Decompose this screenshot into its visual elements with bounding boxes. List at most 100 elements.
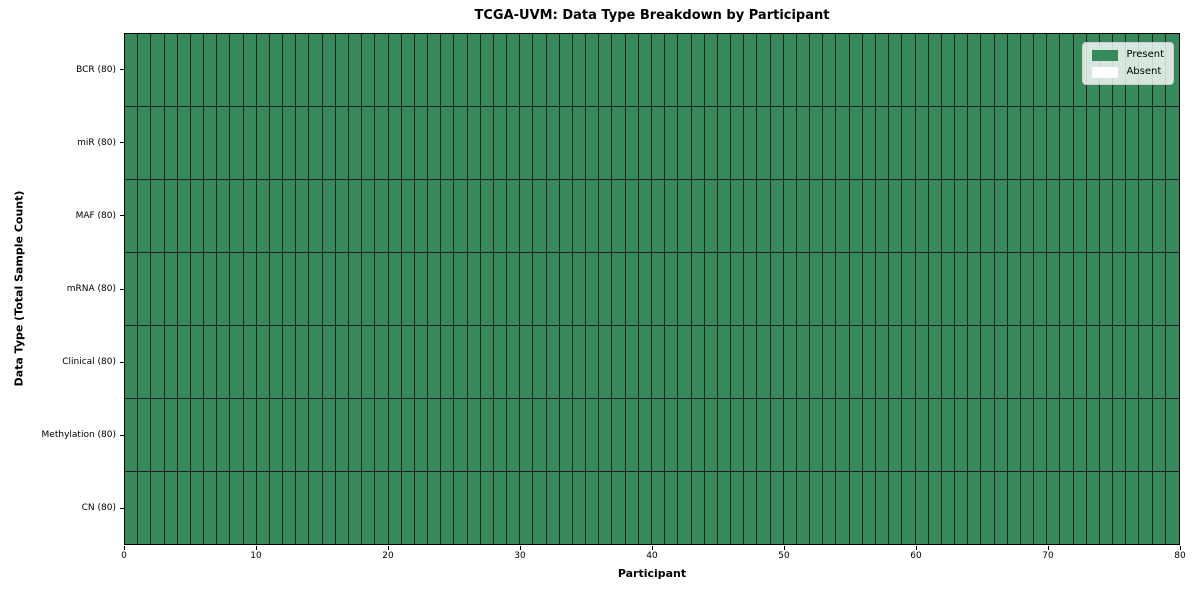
heatmap-cell (546, 399, 560, 471)
legend-label-absent: Absent (1126, 66, 1162, 77)
x-tick-mark (652, 546, 653, 550)
legend-item-present: Present (1092, 49, 1164, 61)
heatmap-cell (230, 34, 244, 106)
heatmap-cell (994, 326, 1008, 398)
heatmap-cell (652, 472, 666, 544)
heatmap-cell (309, 107, 323, 179)
heatmap-cell (810, 34, 824, 106)
heatmap-cell (823, 472, 837, 544)
heatmap-cell (164, 399, 178, 471)
heatmap-row (125, 34, 1179, 107)
heatmap-cell (1126, 326, 1140, 398)
y-tick-label: miR (80) (77, 137, 116, 148)
heatmap-cell (1034, 34, 1048, 106)
x-tick-mark (916, 546, 917, 550)
heatmap-cell (783, 472, 797, 544)
heatmap-row (125, 180, 1179, 253)
heatmap-cell (889, 326, 903, 398)
heatmap-cell (204, 253, 218, 325)
heatmap-cell (1099, 180, 1114, 252)
heatmap-cell (138, 399, 152, 471)
heatmap-cell (928, 253, 942, 325)
heatmap-cell (467, 180, 481, 252)
heatmap-cell (414, 253, 429, 325)
heatmap-cell (493, 399, 508, 471)
heatmap-cell (269, 326, 284, 398)
heatmap-cell (889, 253, 903, 325)
heatmap-cell (599, 472, 613, 544)
heatmap-cell (467, 253, 481, 325)
heatmap-cell (836, 399, 850, 471)
heatmap-cell (678, 472, 692, 544)
heatmap-cell (177, 107, 191, 179)
x-tick-label: 0 (121, 551, 127, 561)
heatmap-cell (770, 253, 784, 325)
heatmap-cell (362, 107, 376, 179)
heatmap-row (125, 326, 1179, 399)
heatmap-cell (638, 253, 652, 325)
heatmap-cell (401, 472, 415, 544)
heatmap-cell (955, 326, 969, 398)
heatmap-cell (1020, 399, 1035, 471)
heatmap-cell (1034, 253, 1048, 325)
heatmap-cell (915, 34, 929, 106)
heatmap-cell (493, 107, 508, 179)
heatmap-cell (1152, 472, 1166, 544)
heatmap-cell (493, 34, 508, 106)
heatmap-cell (467, 472, 481, 544)
heatmap-cell (533, 326, 547, 398)
heatmap-cell (520, 34, 534, 106)
heatmap-cell (862, 399, 876, 471)
heatmap-cell (1113, 326, 1127, 398)
heatmap-cell (1165, 399, 1179, 471)
heatmap-cell (1007, 326, 1021, 398)
heatmap-cell (414, 107, 429, 179)
heatmap-cell (335, 180, 349, 252)
heatmap-cell (1047, 34, 1061, 106)
heatmap-cell (1007, 253, 1021, 325)
heatmap-cell (507, 180, 521, 252)
heatmap-cell (164, 180, 178, 252)
heatmap-cell (849, 326, 863, 398)
heatmap-cell (941, 34, 956, 106)
heatmap-cell (283, 326, 297, 398)
heatmap-cell (520, 107, 534, 179)
x-tick-mark (124, 546, 125, 550)
heatmap-cell (981, 180, 995, 252)
heatmap-cell (757, 326, 771, 398)
heatmap-cell (823, 107, 837, 179)
heatmap-cell (269, 253, 284, 325)
heatmap-cell (283, 399, 297, 471)
y-tick-label: CN (80) (81, 503, 116, 514)
heatmap-cell (559, 253, 573, 325)
heatmap-cell (875, 472, 890, 544)
heatmap-cell (955, 253, 969, 325)
heatmap-cell (902, 180, 916, 252)
heatmap-cell (533, 399, 547, 471)
heatmap-cell (717, 107, 732, 179)
heatmap-cell (1126, 180, 1140, 252)
heatmap-cell (322, 399, 336, 471)
heatmap-cell (507, 107, 521, 179)
heatmap-cell (401, 107, 415, 179)
heatmap-cell (1165, 180, 1179, 252)
x-tick-label: 50 (778, 551, 790, 561)
y-tick-label: Clinical (80) (62, 357, 116, 368)
heatmap-cell (1060, 180, 1074, 252)
heatmap-cell (493, 253, 508, 325)
x-tick-mark (520, 546, 521, 550)
heatmap-cell (467, 326, 481, 398)
y-tick-mark (120, 142, 124, 144)
heatmap-cell (335, 107, 349, 179)
heatmap-cell (217, 180, 231, 252)
heatmap-cell (441, 399, 455, 471)
heatmap-cell (151, 34, 165, 106)
heatmap-cell (335, 34, 349, 106)
heatmap-cell (375, 399, 389, 471)
heatmap-cell (441, 107, 455, 179)
heatmap-cell (902, 326, 916, 398)
heatmap-cell (125, 34, 139, 106)
heatmap-cell (665, 34, 679, 106)
heatmap-cell (915, 399, 929, 471)
heatmap-cell (322, 180, 336, 252)
